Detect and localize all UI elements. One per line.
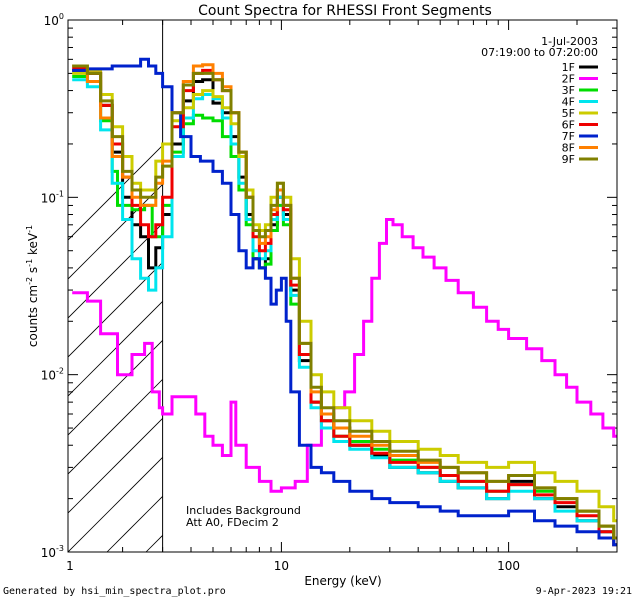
hatch-line (575, 20, 640, 552)
legend-label-7F: 7F (562, 130, 575, 143)
y-axis-label: counts cm-2 s-1 keV-1 (25, 225, 40, 347)
legend: 1-Jul-2003 07:19:00 to 07:20:00 1F2F3F4F… (481, 35, 598, 166)
annotation-background: Includes Background (186, 504, 301, 517)
hatch-line (68, 261, 163, 358)
series-4F-line (72, 78, 617, 547)
legend-date: 1-Jul-2003 (541, 35, 598, 48)
hatch-line (614, 20, 640, 552)
hatch-line (68, 222, 163, 319)
hatch-line (68, 456, 163, 552)
hatch-line (68, 183, 163, 280)
hatch-line (68, 339, 163, 436)
legend-label-4F: 4F (562, 96, 575, 109)
legend-label-2F: 2F (562, 73, 575, 86)
hatch-line (341, 20, 640, 552)
annotation-attenuator: Att A0, FDecim 2 (186, 516, 279, 529)
series-7F-line (72, 57, 617, 547)
hatch-line (68, 417, 163, 514)
y-tick-label: 100 (44, 12, 64, 28)
hatch-line (419, 20, 640, 552)
series-2F-line (72, 218, 617, 493)
footer-generated-by: Generated by hsi_min_spectra_plot.pro (3, 586, 226, 597)
legend-label-6F: 6F (562, 119, 575, 132)
x-tick-label: 10 (274, 559, 289, 573)
x-tick-label: 1 (66, 559, 74, 573)
legend-time-range: 07:19:00 to 07:20:00 (481, 46, 598, 59)
series-6F-line (72, 67, 617, 547)
hatched-region (68, 20, 640, 552)
y-tick-label: 10-1 (41, 189, 64, 205)
hatch-line (68, 378, 163, 475)
hatch-line (263, 20, 640, 552)
legend-label-1F: 1F (562, 61, 575, 74)
series-layer (72, 57, 617, 547)
series-9F-line (72, 64, 617, 540)
legend-label-8F: 8F (562, 142, 575, 155)
legend-label-9F: 9F (562, 153, 575, 166)
y-tick-labels: 10-3 10-2 10-1 100 (41, 12, 64, 560)
y-tick-label: 10-2 (41, 367, 64, 383)
legend-label-5F: 5F (562, 107, 575, 120)
x-axis-label: Energy (keV) (304, 574, 381, 588)
footer-timestamp: 9-Apr-2023 19:21 (536, 586, 632, 597)
legend-label-3F: 3F (562, 84, 575, 97)
hatch-lines (68, 20, 640, 552)
chart-title: Count Spectra for RHESSI Front Segments (198, 3, 492, 19)
plot-frame (67, 19, 618, 553)
x-tick-labels: 1 10 100 (66, 559, 520, 573)
series-5F-line (72, 68, 617, 523)
y-tick-label: 10-3 (41, 544, 64, 560)
hatch-line (68, 144, 163, 241)
axis-ticks (68, 19, 618, 553)
x-tick-label: 100 (497, 559, 520, 573)
